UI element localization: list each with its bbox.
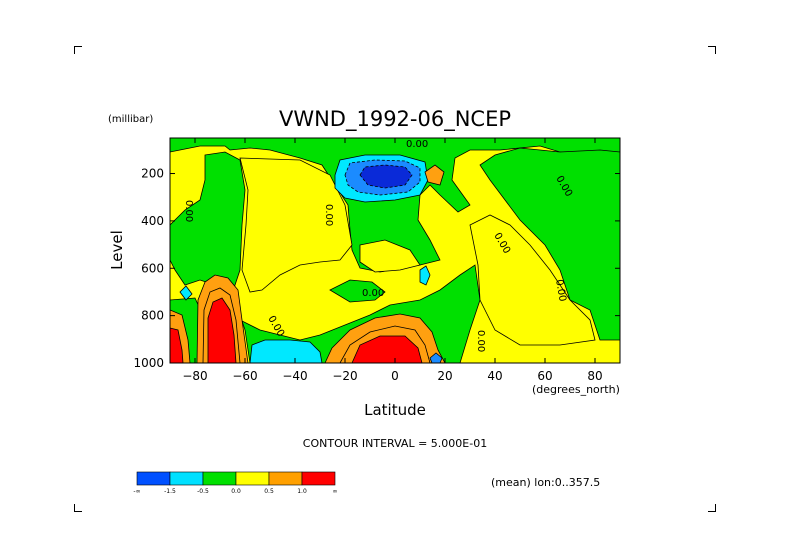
x-axis-label: Latitude (364, 401, 426, 419)
cyan-patch-mid (419, 265, 431, 286)
deep-blue-jet-core (359, 164, 413, 189)
colorbar: -∞ -1.5 -0.5 0.0 0.5 1.0 ∞ (133, 471, 338, 495)
contour-label: 0.00 (406, 139, 428, 150)
y-tick-label: 800 (141, 309, 164, 323)
x-tick-label: 0 (391, 369, 399, 383)
x-tick-label: 60 (537, 369, 552, 383)
colorbar-label: 0.5 (264, 488, 274, 495)
y-tick-label: 400 (141, 214, 164, 228)
colorbar-swatch (169, 471, 204, 486)
x-tick-label: 80 (587, 369, 602, 383)
blue-patch-surface (429, 352, 443, 363)
y-tick-label: 1000 (133, 356, 164, 370)
x-axis-ticks: −80 −60 −40 −20 0 20 40 60 80 (182, 138, 603, 383)
contour-label: 0.00 (323, 204, 334, 226)
colorbar-label: -1.5 (164, 488, 176, 495)
x-tick-label: −60 (232, 369, 257, 383)
y-tick-label: 600 (141, 261, 164, 275)
footer-text: (mean) lon:0..357.5 (491, 476, 600, 489)
contour-interval-text: CONTOUR INTERVAL = 5.000E-01 (303, 437, 487, 450)
colorbar-swatch (301, 471, 336, 486)
colorbar-swatch (136, 471, 171, 486)
green-region-right (479, 147, 620, 341)
contour-label: 0.00 (553, 279, 568, 303)
colorbar-label: -0.5 (197, 488, 209, 495)
y-tick-label: 200 (141, 167, 164, 181)
southern-high-core (207, 297, 237, 363)
x-tick-label: −20 (332, 369, 357, 383)
contour-label: 0.00 (362, 288, 384, 299)
crop-mark-top-left (74, 46, 82, 54)
southern-high-left (170, 274, 249, 363)
tropical-high (324, 313, 446, 363)
y-axis-ticks: 200 400 600 800 1000 (133, 167, 620, 370)
yellow-pockets (239, 157, 596, 346)
tropical-high-core (351, 335, 423, 363)
southern-edge-high-core (170, 327, 184, 363)
y-units-label: (millibar) (108, 114, 153, 125)
crop-mark-bottom-right (708, 504, 716, 512)
contour-field (170, 138, 620, 363)
yellow-pocket-right (469, 214, 596, 346)
x-tick-label: −80 (182, 369, 207, 383)
green-region-mid (329, 279, 386, 303)
colorbar-swatch (268, 471, 303, 486)
green-regions (170, 138, 620, 363)
cyan-patch-left (179, 285, 193, 301)
x-tick-label: 20 (437, 369, 452, 383)
crop-mark-top-right (708, 46, 716, 54)
contour-label: 0.00 (475, 330, 486, 352)
colorbar-label: 1.0 (297, 488, 307, 495)
x-tick-label: −40 (282, 369, 307, 383)
cyan-low-surface (249, 339, 323, 363)
colorbar-swatch (235, 471, 270, 486)
colorbar-label: -∞ (133, 488, 140, 495)
x-tick-label: 40 (487, 369, 502, 383)
colorbar-swatch (202, 471, 237, 486)
contour-label: 0.00 (183, 200, 194, 222)
yellow-pocket-mid (359, 239, 421, 273)
y-axis-label: Level (108, 230, 126, 270)
crop-mark-bottom-left (74, 504, 82, 512)
orange-patch-top (424, 164, 445, 186)
colorbar-label: ∞ (333, 488, 338, 495)
chart-title: VWND_1992-06_NCEP (279, 107, 511, 132)
colorbar-label: 0.0 (231, 488, 241, 495)
x-units-label: (degrees_north) (532, 383, 620, 396)
